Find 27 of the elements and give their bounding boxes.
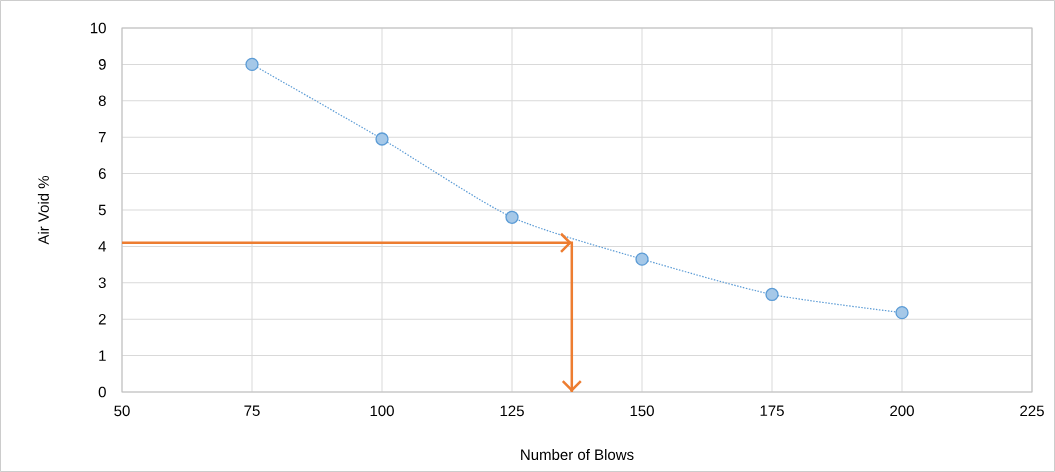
x-tick-label: 50 <box>114 405 130 417</box>
y-tick-label: 4 <box>98 241 107 252</box>
x-tick-label: 200 <box>890 405 914 417</box>
point <box>505 210 519 224</box>
y-tick-label: 5 <box>98 204 106 216</box>
point <box>245 57 259 72</box>
x-tick-label: 150 <box>630 405 654 417</box>
x-tick-label: 100 <box>370 405 394 417</box>
y-tick-label: 9 <box>98 59 106 70</box>
y-tick-label: 10 <box>90 22 106 34</box>
y-tick-label: 2 <box>98 313 106 325</box>
x-tick-label: 75 <box>244 405 260 416</box>
x-tick-label: 125 <box>500 405 524 417</box>
point <box>635 252 649 266</box>
y-tick-label: 8 <box>98 95 106 107</box>
x-tick-label: 175 <box>760 405 784 416</box>
point <box>765 287 779 302</box>
x-tick-label: 225 <box>1020 405 1044 417</box>
point <box>895 306 909 320</box>
y-tick-label: 6 <box>98 168 106 179</box>
x-axis-title: Number of Blows <box>521 449 634 461</box>
point <box>375 132 389 146</box>
y-tick-label: 0 <box>98 386 106 398</box>
y-tick-label: 3 <box>98 277 106 289</box>
y-tick-label: 1 <box>99 350 106 361</box>
y-axis-title: Air Void % <box>37 175 49 245</box>
y-tick-label: 7 <box>98 132 106 143</box>
